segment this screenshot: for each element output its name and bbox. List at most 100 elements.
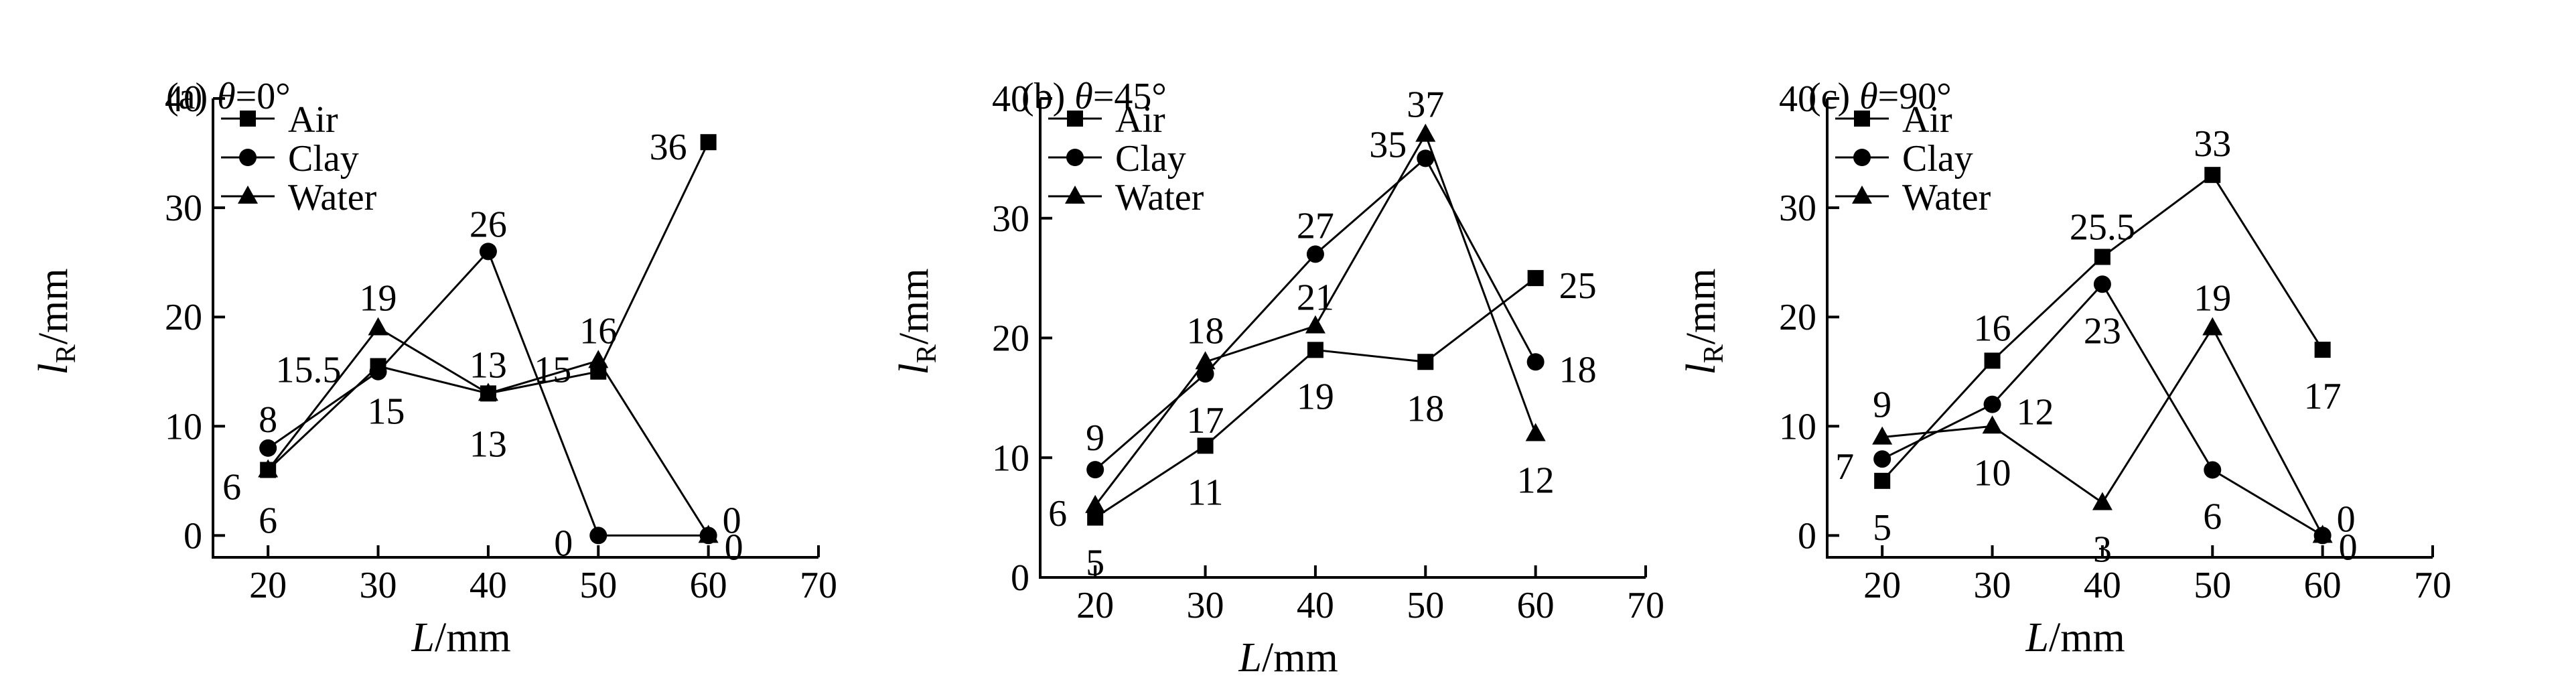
data-label-water: 21: [1297, 277, 1334, 319]
data-label-air: 13: [470, 344, 507, 386]
panel-title: (c) θ=90°: [1808, 76, 1952, 117]
data-point-water: [698, 525, 719, 543]
data-point-air: [700, 134, 717, 151]
x-tick-label: 20: [1863, 565, 1901, 606]
x-tick-label: 30: [360, 565, 397, 606]
data-label-water: 12: [1517, 460, 1555, 502]
data-label-clay: 15: [368, 391, 405, 433]
y-axis-label: lR/mm: [31, 269, 82, 375]
data-label-clay: 12: [2017, 392, 2054, 433]
axes-frame: [1826, 98, 2433, 559]
data-label-air: 18: [1407, 388, 1444, 429]
x-tick-label: 60: [2304, 565, 2342, 606]
legend-marker-water: [1852, 186, 1872, 204]
y-tick-label: 0: [1798, 515, 1816, 557]
y-tick-label: 10: [165, 406, 202, 447]
legend-label-air: Air: [1902, 99, 1952, 141]
legend-marker-clay: [239, 149, 257, 166]
x-tick-label: 20: [1076, 585, 1114, 626]
y-tick-label: 20: [992, 318, 1029, 360]
data-point-water: [1525, 423, 1546, 441]
legend-label-air: Air: [1115, 99, 1165, 141]
legend-label-water: Water: [1902, 177, 1991, 218]
x-tick-label: 60: [690, 565, 727, 606]
legend-marker-clay: [1066, 149, 1084, 166]
data-point-clay: [589, 527, 607, 545]
x-axis-label: L/mm: [411, 615, 511, 660]
data-point-water: [1305, 315, 1326, 334]
data-point-water: [2312, 525, 2333, 543]
data-point-water: [1982, 415, 2003, 434]
legend-label-clay: Clay: [1902, 138, 1973, 180]
data-label-water: 13: [470, 423, 507, 465]
data-label-air: 17: [2304, 376, 2342, 417]
data-label-clay: 0: [723, 500, 741, 541]
x-tick-label: 50: [1407, 585, 1444, 626]
data-label-water: 19: [2194, 278, 2231, 320]
data-point-water: [1872, 426, 1893, 445]
legend-marker-clay: [1853, 149, 1871, 166]
y-tick-label: 20: [1779, 297, 1816, 338]
data-label-clay: 17: [1187, 400, 1224, 441]
x-tick-label: 70: [1627, 585, 1664, 626]
data-point-clay: [259, 439, 277, 457]
data-label-clay: 8: [259, 399, 277, 441]
data-point-clay: [1086, 461, 1104, 479]
data-label-water: 0: [2339, 527, 2358, 568]
x-tick-label: 50: [579, 565, 617, 606]
data-label-water: 16: [579, 310, 617, 352]
data-point-water: [258, 459, 279, 478]
x-tick-label: 50: [2194, 565, 2231, 606]
data-point-clay: [2093, 275, 2111, 293]
x-tick-label: 30: [1187, 585, 1224, 626]
y-tick-label: 0: [1011, 557, 1029, 599]
data-label-water: 19: [360, 278, 397, 320]
data-label-clay: 9: [1086, 417, 1104, 459]
y-tick-label: 40: [992, 78, 1029, 120]
data-label-water: 0: [725, 527, 743, 568]
legend-label-clay: Clay: [288, 138, 359, 180]
legend-marker-air: [240, 111, 256, 127]
data-point-clay: [1873, 450, 1891, 468]
x-tick-label: 30: [1974, 565, 2011, 606]
data-point-clay: [1526, 353, 1545, 371]
data-label-air: 15.5: [276, 350, 342, 391]
data-label-clay: 7: [1835, 446, 1854, 488]
y-tick-label: 40: [165, 78, 202, 120]
x-tick-label: 20: [249, 565, 287, 606]
data-label-air: 5: [1873, 507, 1891, 549]
data-point-clay: [1417, 149, 1435, 167]
x-axis-label: L/mm: [2025, 615, 2125, 660]
y-axis-label: lR/mm: [891, 269, 942, 375]
legend-marker-water: [238, 186, 258, 204]
legend-label-water: Water: [288, 177, 377, 218]
legend-label-air: Air: [288, 99, 338, 141]
y-tick-label: 10: [992, 437, 1029, 479]
data-label-clay: 23: [2084, 310, 2121, 352]
data-label-clay: 35: [1369, 124, 1407, 165]
data-point-clay: [1306, 245, 1324, 263]
data-label-water: 37: [1407, 84, 1444, 126]
data-label-clay: 6: [2203, 496, 2222, 538]
x-tick-label: 70: [2414, 565, 2451, 606]
data-label-air: 19: [1297, 376, 1334, 417]
data-label-clay: 0: [554, 523, 573, 564]
axes-frame: [212, 98, 818, 559]
x-tick-label: 40: [1297, 585, 1334, 626]
data-label-water: 9: [1873, 385, 1891, 426]
data-label-water: 3: [2093, 529, 2112, 570]
data-label-clay: 0: [2337, 498, 2356, 540]
legend-label-water: Water: [1115, 177, 1204, 218]
y-tick-label: 30: [1779, 188, 1816, 229]
data-point-clay: [1196, 365, 1214, 383]
legend-label-clay: Clay: [1115, 138, 1186, 180]
data-point-clay: [479, 242, 497, 261]
legend-marker-water: [1065, 186, 1085, 204]
legend-marker-air: [1067, 111, 1083, 127]
legend-marker-air: [1854, 111, 1870, 127]
x-axis-label: L/mm: [1238, 635, 1338, 681]
data-point-air: [1417, 354, 1434, 370]
